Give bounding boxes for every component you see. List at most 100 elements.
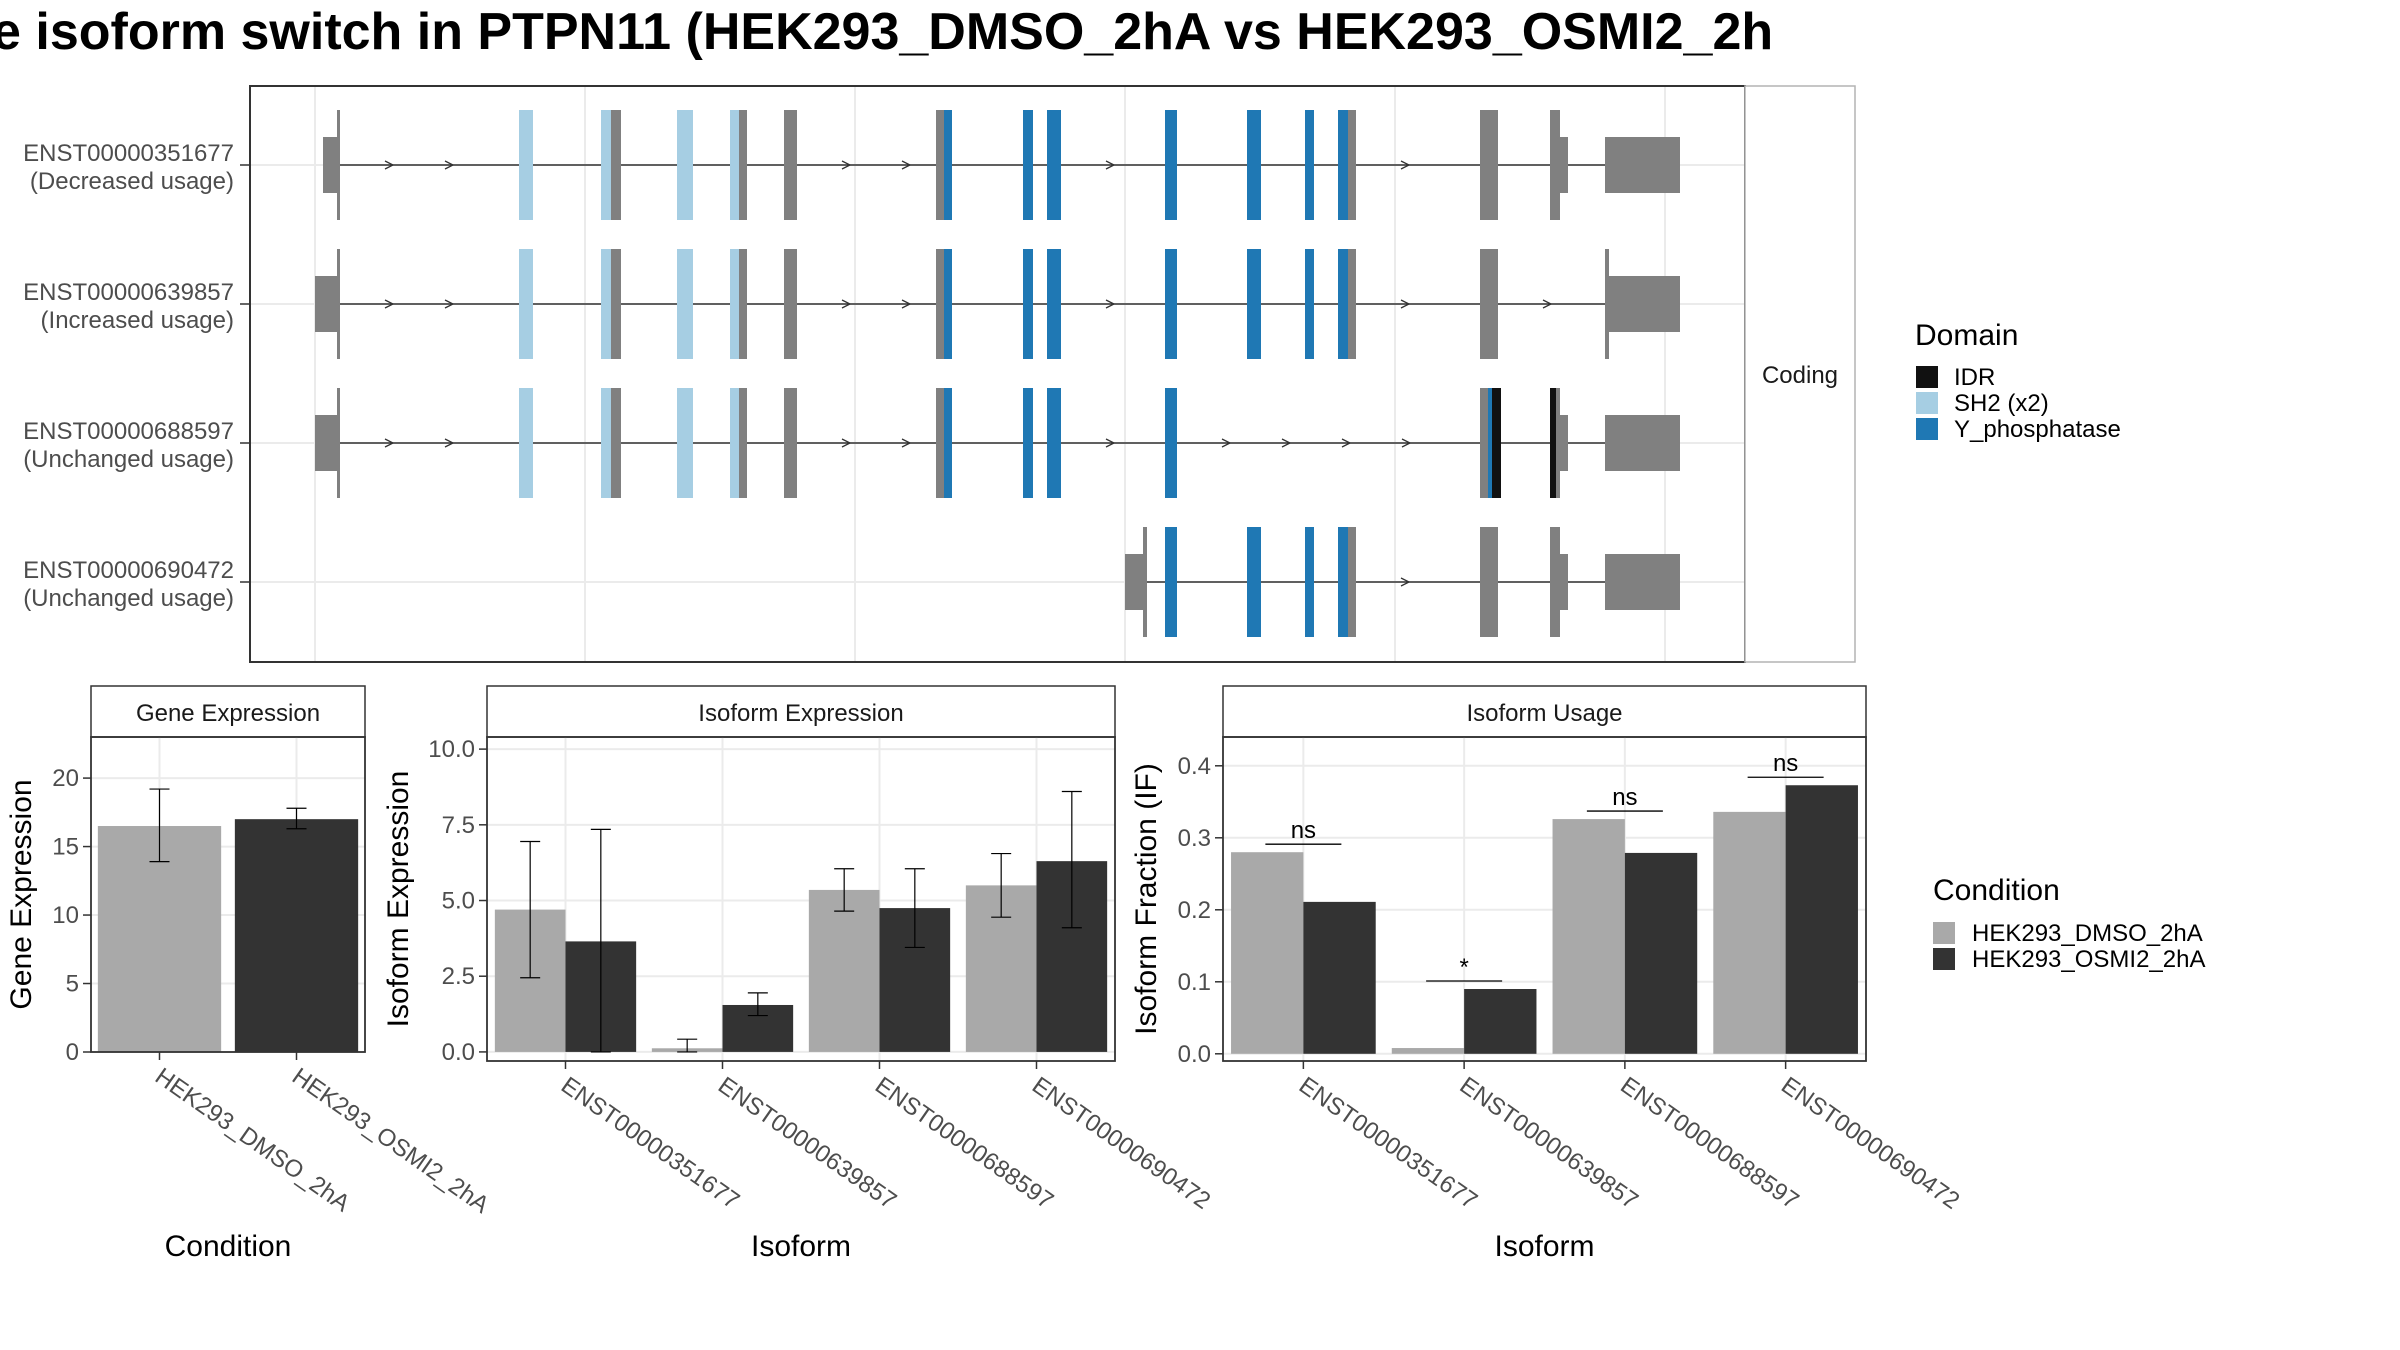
exon-block [936,110,944,220]
isoform-label: ENST00000688597 [23,418,234,445]
strand-arrow [1221,438,1232,448]
isoform-usage-label: (Decreased usage) [30,168,234,195]
bar [1464,989,1537,1054]
panel-strip [90,685,366,738]
exon-block [739,249,747,359]
x-axis-title: Condition [165,1230,292,1263]
exon-block [944,249,952,359]
strand-arrow [841,438,852,448]
exon-block [1125,554,1143,610]
exon-block [611,110,621,220]
exon-block [1165,110,1177,220]
domain-legend-swatch [1916,418,1938,440]
exon-block [519,249,533,359]
isoform-usage-label: (Increased usage) [41,307,234,334]
exon-block [1348,249,1356,359]
facet-strip-label: Coding [1762,362,1838,389]
y-tick-label: 15 [52,834,79,861]
strand-arrow [1400,299,1411,309]
panel-border [1222,736,1867,1062]
y-axis-title: Isoform Expression [382,771,415,1028]
exon-block [1247,527,1261,637]
bar [1785,785,1858,1054]
panel-border [90,736,366,1053]
exon-block [1338,249,1348,359]
strand-arrow [1105,299,1116,309]
exon-block [1165,249,1177,359]
structure-panel-bg [250,86,1745,662]
significance-label: ns [1291,817,1316,844]
bar [1552,819,1625,1054]
isoform-usage-label: (Unchanged usage) [23,585,234,612]
exon-block [677,249,693,359]
domain-legend-label: Y_phosphatase [1954,416,2121,443]
strand-arrow [1400,160,1411,170]
exon-block [1047,110,1061,220]
exon-block [337,249,340,359]
exon-block [1305,110,1314,220]
exon-block [730,110,739,220]
exon-block [739,388,747,498]
strand-arrow [841,160,852,170]
exon-block [1480,388,1488,498]
exon-block [611,249,621,359]
panel-strip-title: Gene Expression [136,700,320,727]
exon-block [784,388,797,498]
strand-arrow [444,438,455,448]
y-tick-label: 0.2 [1178,897,1211,924]
exon-block [1550,110,1560,220]
significance-label: * [1459,954,1468,981]
bar [1231,852,1304,1054]
strand-arrow [444,299,455,309]
exon-block [519,110,533,220]
strand-arrow [384,438,395,448]
domain-legend-swatch [1916,392,1938,414]
strand-arrow [1281,438,1292,448]
y-tick-label: 0 [66,1039,79,1066]
exon-block [1047,388,1061,498]
panel-strip [1222,685,1867,738]
isoform-label: ENST00000351677 [23,140,234,167]
x-tick-label: ENST00000688597 [1615,1072,1803,1215]
panel-strip-title: Isoform Expression [698,700,903,727]
y-tick-label: 5 [66,971,79,998]
exon-block [1560,137,1568,193]
x-axis-title: Isoform [1494,1230,1594,1263]
condition-legend-swatch [1933,922,1955,944]
y-axis-title: Gene Expression [5,779,38,1009]
strand-arrow [444,160,455,170]
bar [97,826,222,1052]
exon-block [1556,388,1560,498]
exon-block [1348,527,1356,637]
condition-legend-label: HEK293_OSMI2_2hA [1972,946,2205,973]
condition-legend-swatch [1933,948,1955,970]
panel-strip-title: Isoform Usage [1466,700,1622,727]
y-tick-label: 0.1 [1178,969,1211,996]
exon-block [784,249,797,359]
strand-arrow [1401,438,1412,448]
exon-block [739,110,747,220]
y-axis-title: Isoform Fraction (IF) [1130,763,1163,1035]
significance-label: ns [1773,750,1798,777]
exon-block [1143,527,1147,637]
isoform-label: ENST00000690472 [23,557,234,584]
exon-block [1605,415,1680,471]
exon-block [1560,554,1568,610]
exon-block [601,388,611,498]
exon-block [677,388,693,498]
exon-block [936,388,944,498]
bar [808,889,880,1052]
exon-block [1247,110,1261,220]
exon-block [1348,110,1356,220]
exon-block [337,388,340,498]
exon-block [1247,249,1261,359]
domain-legend-swatch [1916,366,1938,388]
y-tick-label: 0.4 [1178,753,1211,780]
exon-block [1305,527,1314,637]
exon-block [1047,249,1061,359]
y-tick-label: 10 [52,902,79,929]
exon-block [323,137,339,193]
isoform-usage-label: (Unchanged usage) [23,446,234,473]
y-tick-label: 2.5 [442,963,475,990]
